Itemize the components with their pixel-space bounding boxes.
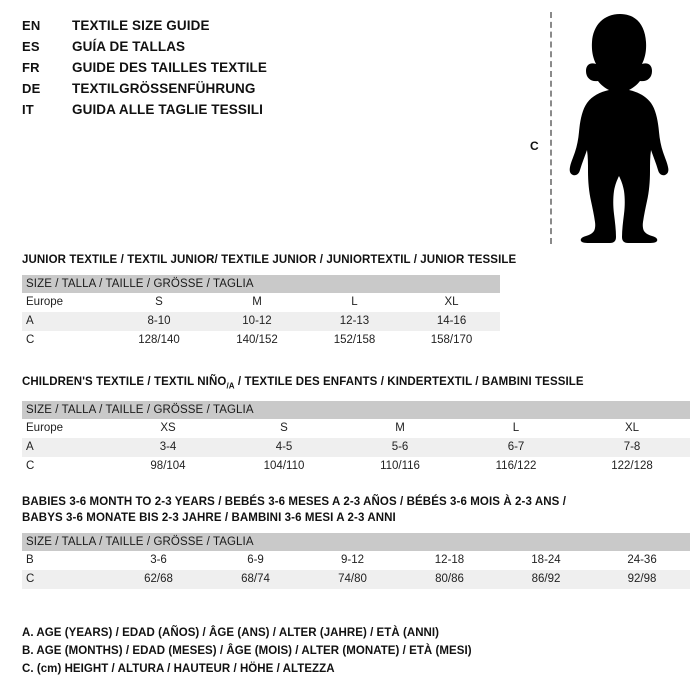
babies-b-3-6: 3-6 [150,554,167,566]
children-a-xl: 7-8 [574,438,691,458]
babies-b-24-36: 24-36 [627,554,657,566]
babies-b-12-18: 12-18 [434,554,465,566]
footnote-a: A. AGE (YEARS) / EDAD (AÑOS) / ÂGE (ANS)… [22,627,440,639]
toddler-silhouette-icon [569,14,669,243]
language-code-es: ES [22,39,40,54]
babies-size-header-row: SIZE / TALLA / TAILLE / GRÖSSE / TAGLIA [22,533,691,551]
language-title-fr: GUIDE DES TAILLES TEXTILE [72,60,268,75]
babies-c-6-9: 68/74 [207,570,304,589]
children-c-l: 116/122 [495,460,537,473]
table-row: A 3-4 4-5 5-6 6-7 7-8 [22,438,691,458]
children-a-s: 4-5 [226,438,342,458]
junior-row-label-c: C [26,334,35,346]
language-title-list: EN TEXTILE SIZE GUIDE ES GUÍA DE TALLAS … [22,18,482,123]
language-code-it: IT [22,102,34,117]
footnote-legend: A. AGE (YEARS) / EDAD (AÑOS) / ÂGE (ANS)… [22,624,622,678]
babies-c-24-36: 92/98 [594,570,691,589]
junior-row-label-a: A [22,312,110,331]
section-children-title-sub: /A [226,381,235,391]
section-children: CHILDREN'S TEXTILE / TEXTIL NIÑO/A / TEX… [22,374,691,476]
babies-b-6-9: 6-9 [247,554,264,566]
section-babies-title-line1: BABIES 3-6 MONTH TO 2-3 YEARS / BEBÉS 3-… [22,496,566,508]
children-europe-s: S [280,422,288,435]
children-europe-xs: XS [160,422,176,435]
language-title-es: GUÍA DE TALLAS [72,39,186,54]
language-row-it: IT GUIDA ALLE TAGLIE TESSILI [22,102,482,123]
children-europe-l: L [512,422,520,435]
children-row-label-europe: Europe [26,422,64,435]
children-a-xs: 3-4 [110,438,226,458]
children-europe-m: M [395,422,405,435]
height-measure-figure: C [520,8,695,248]
children-size-table: SIZE / TALLA / TAILLE / GRÖSSE / TAGLIA … [22,401,691,476]
footnote-b: B. AGE (MONTHS) / EDAD (MESES) / ÂGE (MO… [22,645,472,657]
babies-c-9-12: 74/80 [304,570,401,589]
table-row: C 62/68 68/74 74/80 80/86 86/92 92/98 [22,570,691,589]
language-title-en: TEXTILE SIZE GUIDE [72,18,210,33]
junior-c-xl: 158/170 [430,334,473,346]
footnote-c: C. (cm) HEIGHT / ALTURA / HAUTEUR / HÖHE… [22,663,335,675]
children-a-m: 5-6 [342,438,458,458]
babies-b-18-24: 18-24 [531,554,561,566]
section-children-title-post: / TEXTILE DES ENFANTS / KINDERTEXTIL / B… [234,376,584,388]
children-europe-xl: XL [624,422,640,435]
language-row-de: DE TEXTILGRÖSSENFÜHRUNG [22,81,482,102]
junior-a-m: 10-12 [208,312,306,331]
junior-europe-s: S [155,296,163,308]
junior-europe-m: M [252,296,262,308]
junior-c-s: 128/140 [138,334,180,346]
language-code-fr: FR [22,60,40,75]
children-c-s: 104/110 [263,460,305,473]
table-row: Europe S M L XL [22,293,500,312]
babies-c-12-18: 80/86 [401,570,498,589]
language-row-fr: FR GUIDE DES TAILLES TEXTILE [22,60,482,81]
table-row: B 3-6 6-9 9-12 12-18 18-24 24-36 [22,551,690,570]
junior-europe-xl: XL [444,296,459,308]
junior-row-label-europe: Europe [26,296,64,308]
junior-size-header-label: SIZE / TALLA / TAILLE / GRÖSSE / TAGLIA [22,275,501,293]
language-title-it: GUIDA ALLE TAGLIE TESSILI [72,102,263,117]
children-c-xl: 122/128 [611,460,653,473]
section-children-title-pre: CHILDREN'S TEXTILE / TEXTIL NIÑO [22,376,227,388]
table-row: Europe XS S M L XL [22,419,690,438]
language-row-es: ES GUÍA DE TALLAS [22,39,482,60]
language-code-en: EN [22,18,41,33]
children-c-m: 110/116 [380,460,420,473]
junior-a-l: 12-13 [306,312,403,331]
table-row: C 128/140 140/152 152/158 158/170 [22,331,500,350]
language-code-de: DE [22,81,41,96]
language-title-de: TEXTILGRÖSSENFÜHRUNG [72,81,256,96]
junior-c-m: 140/152 [236,334,278,346]
children-c-xs: 98/104 [150,460,186,473]
section-junior-title: JUNIOR TEXTILE / TEXTIL JUNIOR/ TEXTILE … [22,254,517,266]
height-measure-label: C [530,139,539,153]
junior-size-table: SIZE / TALLA / TAILLE / GRÖSSE / TAGLIA … [22,275,501,350]
babies-size-table: SIZE / TALLA / TAILLE / GRÖSSE / TAGLIA … [22,533,691,589]
junior-size-header-row: SIZE / TALLA / TAILLE / GRÖSSE / TAGLIA [22,275,501,293]
children-row-label-a: A [22,438,110,458]
children-row-label-c: C [26,460,35,473]
junior-c-l: 152/158 [333,334,376,346]
language-row-en: EN TEXTILE SIZE GUIDE [22,18,482,39]
junior-europe-l: L [351,296,358,308]
children-size-header-row: SIZE / TALLA / TAILLE / GRÖSSE / TAGLIA [22,401,691,420]
babies-c-18-24: 86/92 [498,570,594,589]
junior-a-s: 8-10 [110,312,208,331]
section-junior: JUNIOR TEXTILE / TEXTIL JUNIOR/ TEXTILE … [22,252,516,350]
children-a-l: 6-7 [458,438,574,458]
section-babies: BABIES 3-6 MONTH TO 2-3 YEARS / BEBÉS 3-… [22,494,691,589]
section-babies-title-line2: BABYS 3-6 MONATE BIS 2-3 JAHRE / BAMBINI… [22,512,396,524]
table-row: C 98/104 104/110 110/116 116/122 122/128 [22,457,690,476]
babies-c-3-6: 62/68 [110,570,207,589]
babies-row-label-b: B [26,554,34,566]
children-size-header-label: SIZE / TALLA / TAILLE / GRÖSSE / TAGLIA [22,401,691,420]
section-children-title: CHILDREN'S TEXTILE / TEXTIL NIÑO/A / TEX… [22,374,690,394]
height-dashed-line [550,12,552,244]
babies-size-header-label: SIZE / TALLA / TAILLE / GRÖSSE / TAGLIA [22,533,691,551]
junior-a-xl: 14-16 [403,312,501,331]
babies-row-label-c: C [22,570,110,589]
table-row: A 8-10 10-12 12-13 14-16 [22,312,501,331]
babies-b-9-12: 9-12 [340,554,365,566]
